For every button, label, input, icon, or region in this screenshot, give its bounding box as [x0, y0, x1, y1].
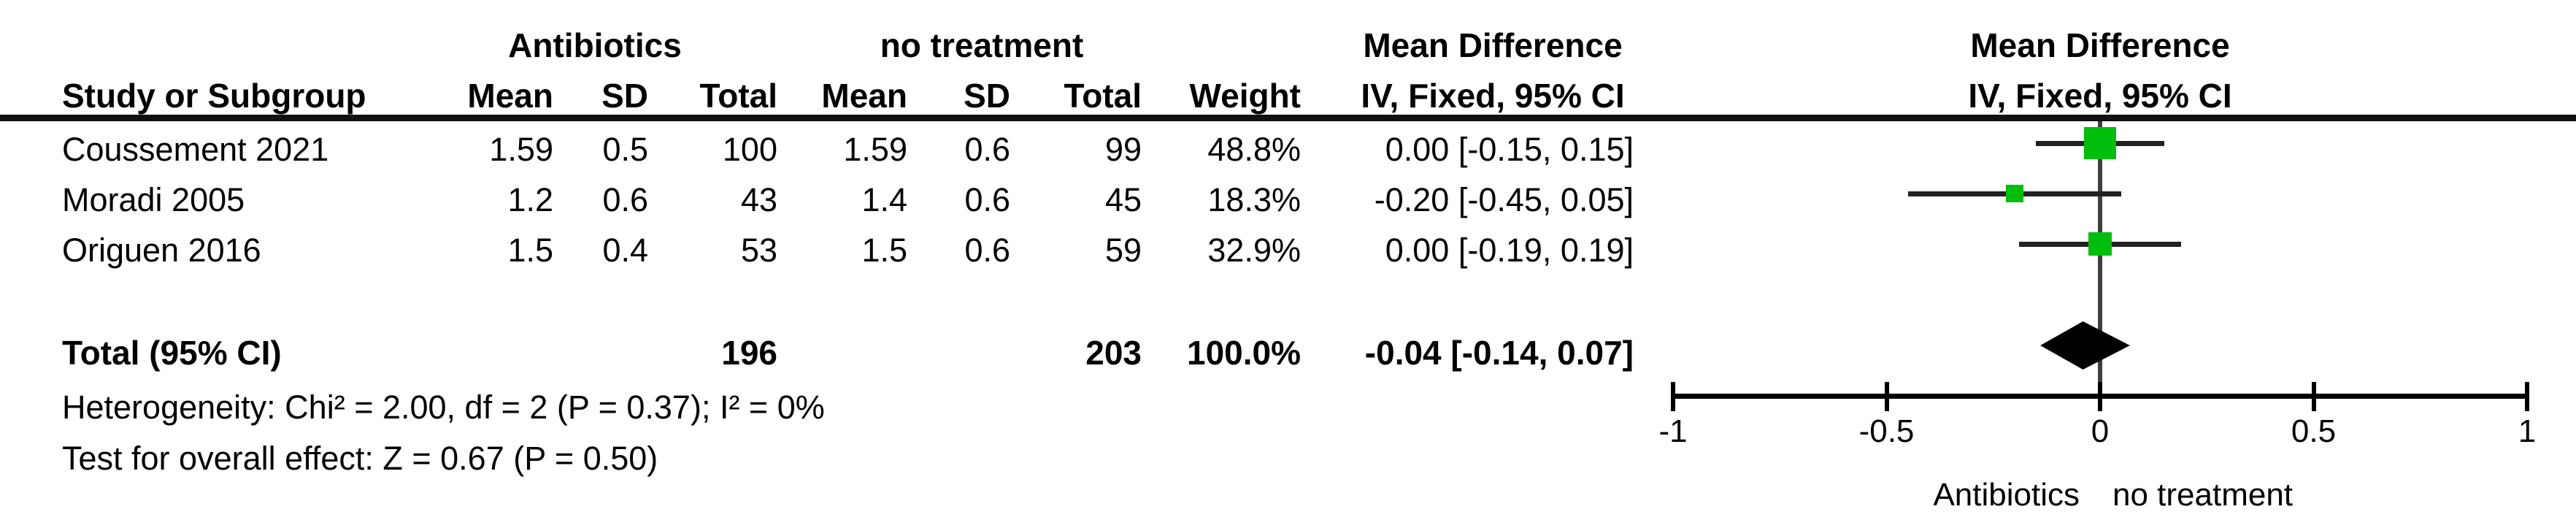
cell-sd-group1: 0.5 [602, 131, 648, 168]
col-header-effect-method: IV, Fixed, 95% CI [1361, 77, 1625, 115]
zero-line [2098, 121, 2102, 394]
x-axis-tick [2311, 382, 2316, 411]
x-axis-tick [1671, 382, 1675, 411]
x-axis-tick-label: 0 [2091, 413, 2110, 449]
header-divider-rule [0, 115, 2576, 121]
cell-total-group1: 53 [740, 232, 777, 269]
effect-square [2006, 185, 2023, 202]
cell-total-group1: 100 [722, 131, 777, 168]
total-weight: 100.0% [1186, 334, 1301, 372]
x-axis-tick-label: -0.5 [1858, 413, 1915, 449]
cell-sd-group2: 0.6 [964, 232, 1010, 269]
total-n-group2: 203 [1085, 334, 1142, 372]
col-header-total-group2: Total [1064, 77, 1142, 115]
cell-weight: 18.3% [1207, 181, 1301, 218]
study-name: Moradi 2005 [62, 181, 245, 218]
total-estimate: -0.04 [-0.14, 0.07] [1364, 334, 1634, 372]
study-name: Coussement 2021 [62, 131, 329, 168]
cell-mean-group1: 1.5 [507, 232, 553, 269]
plot-header-effect-method: IV, Fixed, 95% CI [1968, 77, 2232, 115]
cell-mean-group2: 1.59 [843, 131, 907, 168]
cell-weight: 32.9% [1207, 232, 1301, 269]
group1-header: Antibiotics [508, 26, 682, 64]
col-header-study: Study or Subgroup [62, 77, 366, 115]
cell-estimate-ci: 0.00 [-0.15, 0.15] [1385, 131, 1634, 168]
cell-total-group2: 59 [1104, 232, 1142, 269]
cell-mean-group2: 1.5 [861, 232, 907, 269]
cell-total-group2: 99 [1104, 131, 1142, 168]
cell-sd-group1: 0.4 [602, 232, 648, 269]
cell-sd-group1: 0.6 [602, 181, 648, 218]
effect-square [2084, 127, 2116, 159]
favours-left-label: Antibiotics [1933, 477, 2080, 513]
col-header-total-group1: Total [699, 77, 777, 115]
effect-column-title: Mean Difference [1363, 26, 1623, 64]
cell-estimate-ci: -0.20 [-0.45, 0.05] [1374, 181, 1634, 218]
favours-right-label: no treatment [2112, 477, 2294, 513]
col-header-sd-group2: SD [964, 77, 1010, 115]
cell-total-group2: 45 [1104, 181, 1142, 218]
cell-mean-group1: 1.2 [507, 181, 553, 218]
study-name: Origuen 2016 [62, 232, 261, 269]
cell-mean-group2: 1.4 [861, 181, 907, 218]
total-row-label: Total (95% CI) [62, 334, 282, 372]
cell-estimate-ci: 0.00 [-0.19, 0.19] [1385, 232, 1634, 269]
overall-effect-note: Test for overall effect: Z = 0.67 (P = 0… [62, 440, 658, 477]
x-axis-tick [1884, 382, 1889, 411]
cell-mean-group1: 1.59 [489, 131, 553, 168]
col-header-sd-group1: SD [601, 77, 648, 115]
x-axis-tick [2098, 382, 2102, 411]
x-axis-tick [2525, 382, 2529, 411]
cell-sd-group2: 0.6 [964, 181, 1010, 218]
col-header-mean-group2: Mean [821, 77, 907, 115]
col-header-mean-group1: Mean [467, 77, 553, 115]
effect-square [2088, 232, 2112, 256]
heterogeneity-note: Heterogeneity: Chi² = 2.00, df = 2 (P = … [62, 389, 825, 426]
cell-weight: 48.8% [1207, 131, 1301, 168]
total-n-group1: 196 [721, 334, 777, 372]
x-axis-tick-label: -1 [1658, 413, 1688, 449]
col-header-weight: Weight [1189, 77, 1301, 115]
cell-total-group1: 43 [740, 181, 777, 218]
x-axis-tick-label: 1 [2518, 413, 2537, 449]
pooled-diamond [2040, 321, 2130, 370]
cell-sd-group2: 0.6 [964, 131, 1010, 168]
plot-title: Mean Difference [1970, 26, 2230, 64]
group2-header: no treatment [880, 26, 1084, 64]
x-axis-tick-label: 0.5 [2291, 413, 2337, 449]
